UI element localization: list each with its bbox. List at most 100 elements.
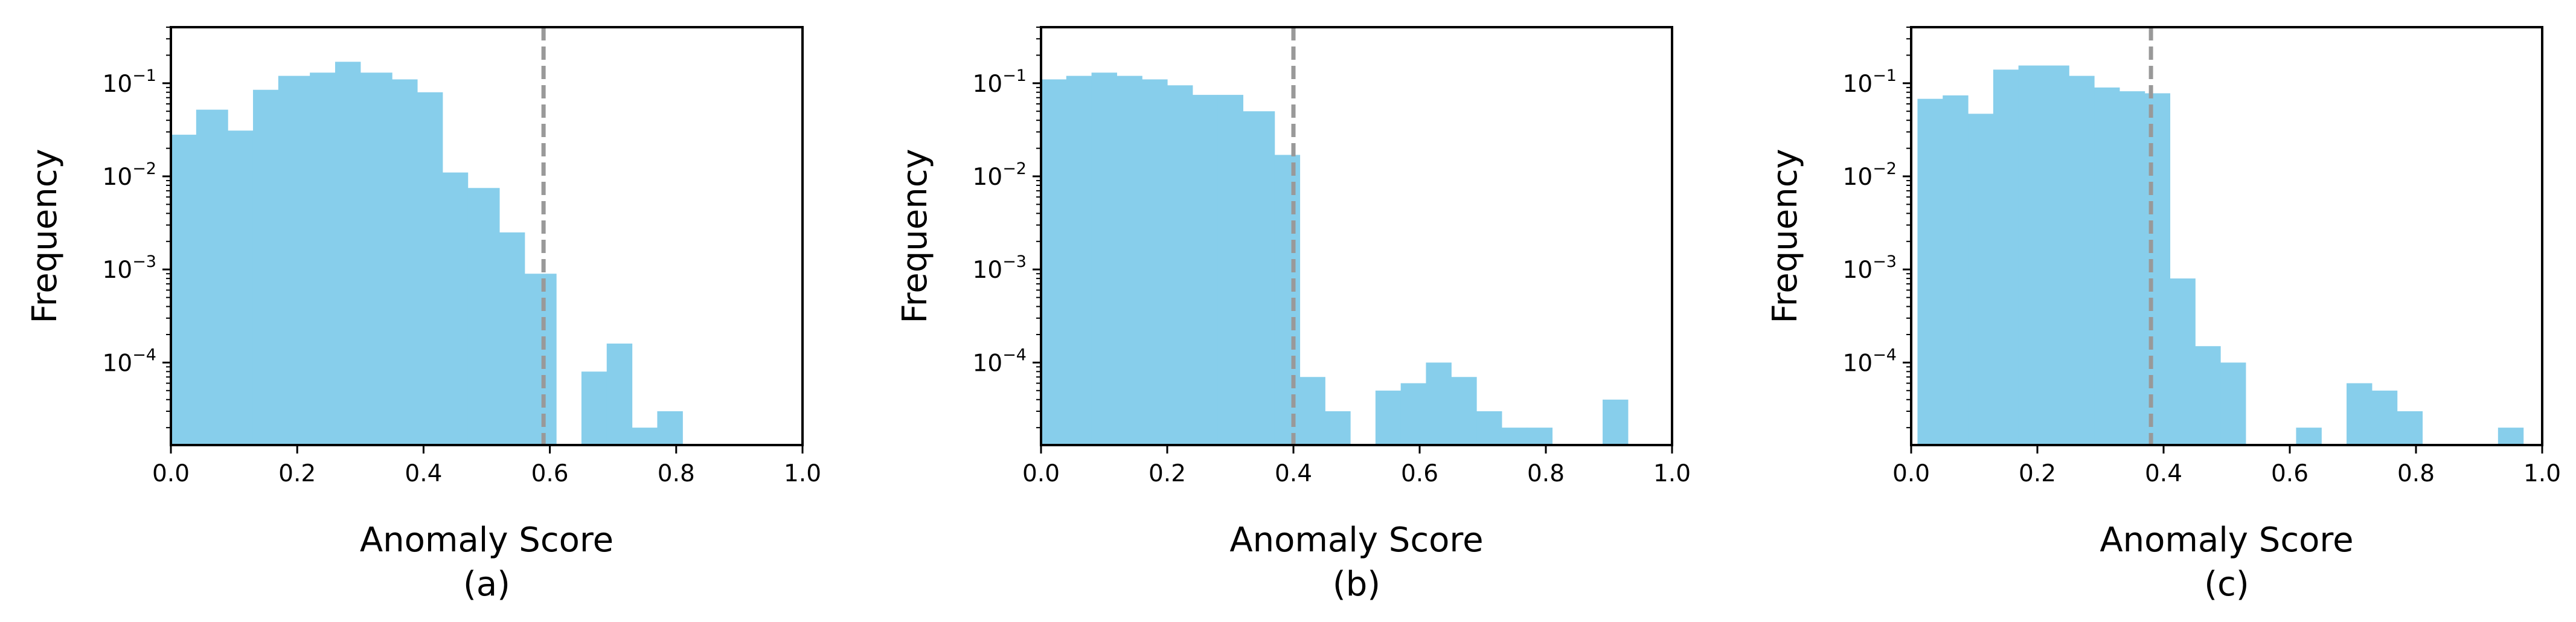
histogram-bar xyxy=(1943,95,1969,445)
histogram-bar xyxy=(1243,111,1275,446)
histogram-bar xyxy=(1142,79,1168,445)
histogram-bar xyxy=(360,72,392,445)
histogram-bar xyxy=(2195,346,2221,445)
histogram-bar xyxy=(442,172,469,445)
histogram-bar xyxy=(606,343,633,445)
y-tick-label: 10−1 xyxy=(1843,66,1897,98)
axes-frame xyxy=(1040,26,1673,446)
histogram-bar xyxy=(1476,411,1502,445)
x-axis-label: Anomaly Score xyxy=(1229,521,1483,560)
x-tick-label: 0.0 xyxy=(152,460,190,487)
histogram-bar xyxy=(467,188,500,445)
histogram-bar xyxy=(252,89,279,445)
y-tick-label: 10−3 xyxy=(103,252,156,284)
y-axis-label: Frequency xyxy=(896,149,935,323)
panel-c: 0.0 0.2 0.4 0.6 0.8 1.0 10−1 10−2 10−3 10−4 Anomal… xyxy=(1766,26,2561,604)
x-axis-label: Anomaly Score xyxy=(2100,521,2353,560)
histogram-bar xyxy=(1917,98,1943,445)
histogram-bar xyxy=(499,232,525,445)
x-tick-label: 0.6 xyxy=(1401,460,1438,487)
x-tick-label: 0.4 xyxy=(2145,460,2182,487)
y-tick-label: 10−4 xyxy=(103,345,156,377)
y-tick-label: 10−2 xyxy=(973,159,1027,191)
histogram-bar xyxy=(335,62,361,446)
y-tick-label: 10−2 xyxy=(1843,159,1897,191)
histogram-bar xyxy=(1117,75,1142,446)
histogram-bar xyxy=(1192,95,1219,445)
x-tick-label: 0.2 xyxy=(278,460,316,487)
x-tick-label: 0.0 xyxy=(1022,460,1060,487)
histogram-bar xyxy=(1527,428,1553,445)
histogram-bar xyxy=(392,79,418,445)
histogram-bar xyxy=(171,135,197,446)
histogram-bar xyxy=(1066,75,1092,446)
y-tick-label: 10−2 xyxy=(103,159,156,191)
x-tick-label: 1.0 xyxy=(1653,460,1691,487)
x-tick-label: 1.0 xyxy=(784,460,821,487)
panel-label: (c) xyxy=(2204,565,2249,604)
histogram-bar xyxy=(1091,72,1117,445)
panel-b: 0.0 0.2 0.4 0.6 0.8 1.0 10−1 10−2 10−3 10−4 Anomal… xyxy=(896,26,1691,604)
x-tick-label: 1.0 xyxy=(2523,460,2561,487)
histogram-bar xyxy=(1426,362,1452,445)
histogram-bar xyxy=(196,109,228,446)
histogram-bar xyxy=(1451,377,1477,445)
y-axis-label: Frequency xyxy=(25,149,65,323)
histogram-bar xyxy=(657,411,683,445)
histogram-bar xyxy=(1400,383,1427,445)
y-tick-label: 10−4 xyxy=(973,345,1027,377)
x-tick-label: 0.0 xyxy=(1892,460,1930,487)
histogram-bar xyxy=(2296,428,2322,445)
histogram-bar xyxy=(310,72,336,445)
histogram-bar xyxy=(1993,69,2019,445)
histogram-bar xyxy=(1167,85,1193,445)
histogram-bar xyxy=(2069,75,2095,446)
x-tick-label: 0.2 xyxy=(2019,460,2056,487)
x-tick-label: 0.2 xyxy=(1149,460,1186,487)
histogram-bar xyxy=(2498,428,2524,445)
histogram-bar xyxy=(524,274,557,445)
histogram-bar xyxy=(2397,411,2423,445)
histogram-bar xyxy=(2371,390,2398,445)
histogram-bar xyxy=(1041,79,1067,445)
panel-label: (b) xyxy=(1333,565,1380,604)
histogram-bar xyxy=(1325,411,1351,445)
y-tick-label: 10−3 xyxy=(973,252,1027,284)
axes-frame xyxy=(1910,26,2543,446)
panel-a: 0.0 0.2 0.4 0.6 0.8 1.0 10−1 10−2 10−3 10−4 Anomal… xyxy=(25,26,821,604)
histogram-bar xyxy=(2170,278,2196,445)
axes-frame xyxy=(170,26,804,446)
x-tick-label: 0.6 xyxy=(2271,460,2308,487)
histogram-bar xyxy=(2018,65,2045,445)
x-tick-label: 0.4 xyxy=(405,460,442,487)
histogram-bar xyxy=(2119,91,2145,445)
x-tick-label: 0.8 xyxy=(1527,460,1565,487)
x-axis-label: Anomaly Score xyxy=(360,521,614,560)
histogram-bar xyxy=(1501,428,1528,445)
x-tick-label: 0.6 xyxy=(531,460,569,487)
x-tick-label: 0.4 xyxy=(1275,460,1312,487)
y-tick-label: 10−4 xyxy=(1843,345,1897,377)
y-tick-label: 10−1 xyxy=(103,66,156,98)
histogram-bar xyxy=(2144,93,2171,446)
histogram-bar xyxy=(632,428,658,445)
histogram-bar xyxy=(581,371,607,445)
histogram-bar xyxy=(1603,399,1629,445)
histogram-bar xyxy=(417,92,443,446)
histogram-bar xyxy=(1274,155,1301,445)
x-tick-label: 0.8 xyxy=(658,460,695,487)
histogram-bar xyxy=(1968,114,1994,445)
histogram-bar xyxy=(1375,390,1402,445)
y-tick-label: 10−3 xyxy=(1843,252,1897,284)
histogram-bar xyxy=(278,75,310,446)
histogram-bar xyxy=(2094,87,2120,446)
x-tick-label: 0.8 xyxy=(2397,460,2435,487)
histogram-bar xyxy=(2347,383,2373,445)
y-tick-label: 10−1 xyxy=(973,66,1027,98)
histogram-bar xyxy=(228,130,254,446)
y-axis-label: Frequency xyxy=(1766,149,1805,323)
panel-label: (a) xyxy=(463,565,510,604)
histogram-bar xyxy=(1299,377,1325,445)
histogram-bar xyxy=(1217,95,1243,445)
